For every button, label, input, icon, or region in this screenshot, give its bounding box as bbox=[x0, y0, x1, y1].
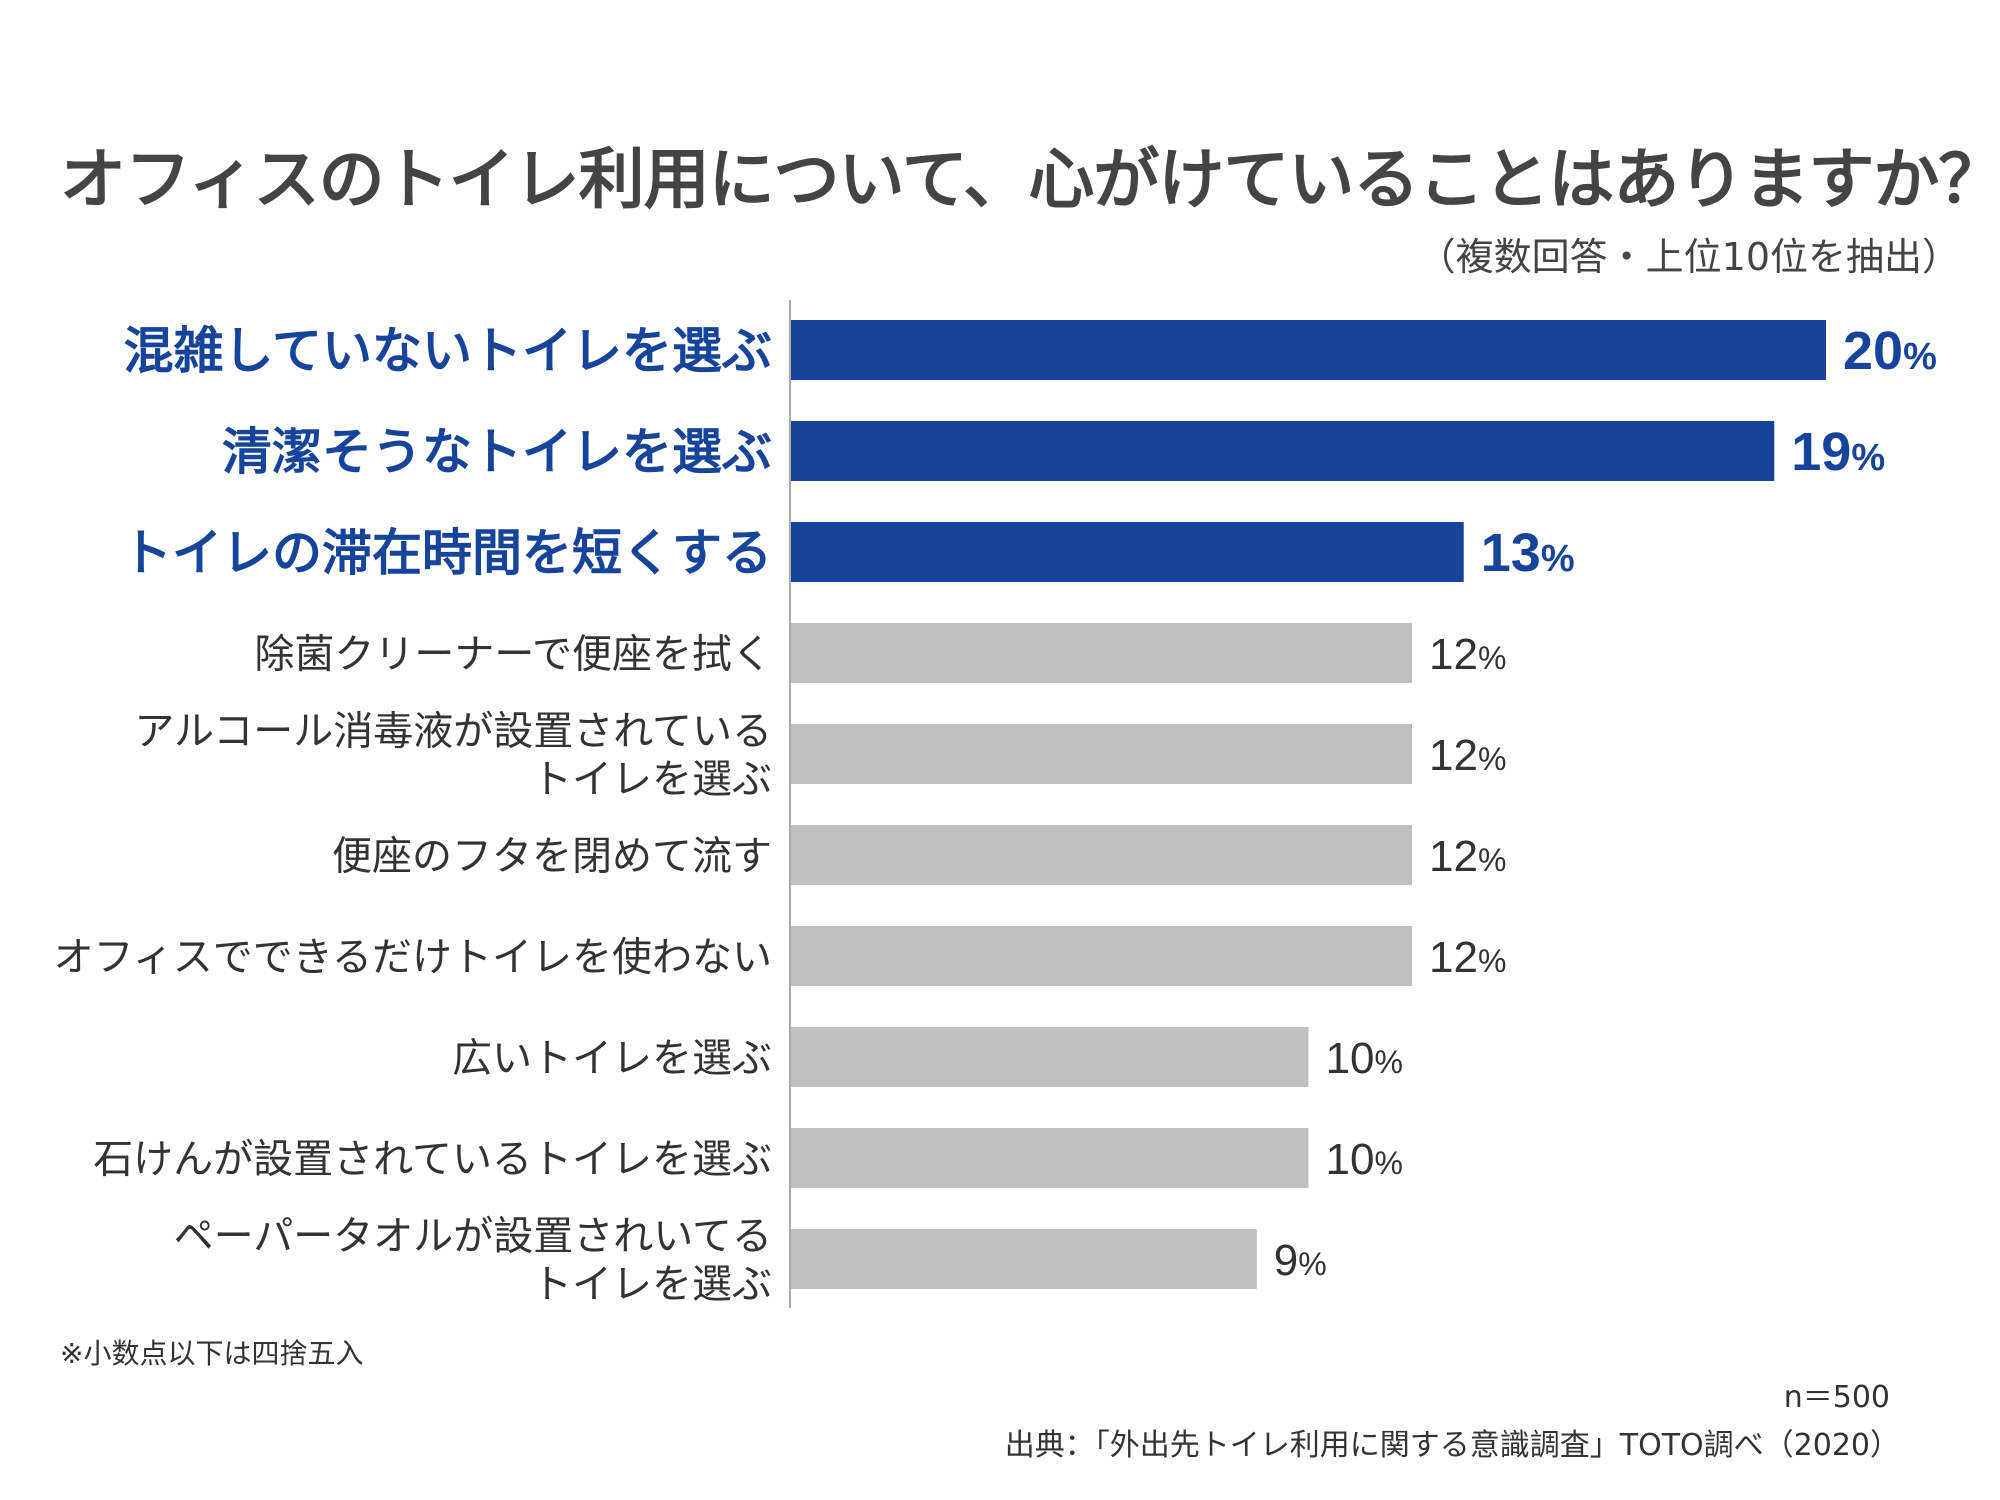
chart-subtitle: （複数回答・上位10位を抽出） bbox=[1417, 235, 1960, 279]
rounding-note: ※小数点以下は四捨五入 bbox=[60, 1337, 364, 1370]
value-label-7: 10% bbox=[1326, 1034, 1403, 1083]
category-label-4: アルコール消毒液が設置されているトイレを選ぶ bbox=[134, 708, 772, 802]
bar-2 bbox=[791, 522, 1464, 582]
sample-size: n＝500 bbox=[1783, 1380, 1890, 1415]
chart-title: オフィスのトイレ利用について、心がけていることはありますか？ bbox=[60, 141, 2000, 218]
value-label-8: 10% bbox=[1326, 1135, 1403, 1184]
value-label-6: 12% bbox=[1429, 933, 1506, 982]
category-label-8: 石けんが設置されているトイレを選ぶ bbox=[93, 1136, 772, 1182]
category-label-0: 混雑していないトイレを選ぶ bbox=[124, 322, 773, 380]
value-label-0: 20% bbox=[1843, 321, 1937, 381]
value-label-2: 13% bbox=[1481, 523, 1575, 583]
bar-9 bbox=[791, 1229, 1257, 1289]
category-label-7: 広いトイレを選ぶ bbox=[452, 1035, 772, 1081]
bar-8 bbox=[791, 1128, 1309, 1188]
bar-7 bbox=[791, 1027, 1309, 1087]
category-label-2: トイレの滞在時間を短くする bbox=[122, 524, 772, 582]
bar-3 bbox=[791, 623, 1412, 683]
bar-1 bbox=[791, 421, 1775, 481]
category-label-9: ペーパータオルが設置されいてるトイレを選ぶ bbox=[174, 1213, 772, 1307]
bar-chart: 混雑していないトイレを選ぶ 20% 清潔そうなトイレを選ぶ 19% トイレの滞在時間を短… bbox=[54, 300, 1937, 1308]
bar-4 bbox=[791, 724, 1412, 784]
category-label-5: 便座のフタを閉めて流す bbox=[332, 833, 772, 879]
category-label-3: 除菌クリーナーで便座を拭く bbox=[254, 631, 772, 677]
bar-6 bbox=[791, 926, 1412, 986]
source-citation: 出典：「外出先トイレ利用に関する意識調査」TOTO調べ（2020） bbox=[1004, 1428, 1900, 1463]
value-label-3: 12% bbox=[1429, 630, 1506, 679]
value-label-1: 19% bbox=[1791, 422, 1885, 482]
category-label-6: オフィスでできるだけトイレを使わない bbox=[54, 934, 772, 980]
value-label-4: 12% bbox=[1429, 731, 1506, 780]
bar-0 bbox=[791, 320, 1826, 380]
bar-5 bbox=[791, 825, 1412, 885]
category-label-1: 清潔そうなトイレを選ぶ bbox=[222, 423, 772, 481]
value-label-9: 9% bbox=[1274, 1236, 1327, 1285]
value-label-5: 12% bbox=[1429, 832, 1506, 881]
